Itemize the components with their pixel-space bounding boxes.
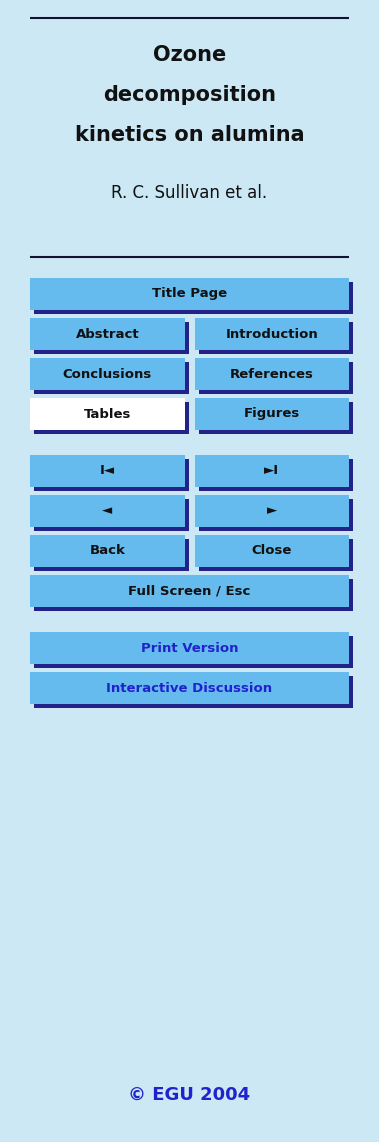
Polygon shape [34, 322, 188, 354]
Text: Tables: Tables [83, 408, 131, 420]
Text: decomposition: decomposition [103, 85, 276, 105]
Text: ◄: ◄ [102, 505, 113, 517]
Polygon shape [199, 322, 353, 354]
Text: Back: Back [89, 545, 125, 557]
Text: Abstract: Abstract [75, 328, 139, 340]
Polygon shape [34, 282, 353, 314]
Text: Ozone: Ozone [153, 45, 226, 65]
Polygon shape [30, 671, 349, 703]
Polygon shape [30, 317, 185, 349]
Polygon shape [30, 576, 349, 608]
Polygon shape [34, 539, 188, 571]
Text: Close: Close [252, 545, 292, 557]
Text: kinetics on alumina: kinetics on alumina [75, 124, 304, 145]
Polygon shape [194, 455, 349, 486]
Text: References: References [230, 368, 314, 380]
Text: I◄: I◄ [100, 465, 115, 477]
Text: Figures: Figures [244, 408, 300, 420]
Text: Introduction: Introduction [226, 328, 318, 340]
Text: Conclusions: Conclusions [63, 368, 152, 380]
Polygon shape [194, 357, 349, 391]
Polygon shape [199, 402, 353, 434]
Polygon shape [194, 534, 349, 566]
Text: Title Page: Title Page [152, 288, 227, 300]
Polygon shape [194, 317, 349, 349]
Polygon shape [199, 499, 353, 531]
Polygon shape [30, 357, 185, 391]
Text: R. C. Sullivan et al.: R. C. Sullivan et al. [111, 184, 268, 202]
Polygon shape [34, 676, 353, 708]
Polygon shape [199, 362, 353, 394]
Polygon shape [30, 399, 185, 431]
Polygon shape [30, 632, 349, 664]
Polygon shape [30, 534, 185, 566]
Polygon shape [34, 402, 188, 434]
Polygon shape [199, 459, 353, 491]
Text: ►: ► [266, 505, 277, 517]
Polygon shape [199, 539, 353, 571]
Polygon shape [34, 499, 188, 531]
Text: Print Version: Print Version [141, 642, 238, 654]
Polygon shape [34, 636, 353, 668]
Text: ►I: ►I [264, 465, 279, 477]
Text: © EGU 2004: © EGU 2004 [128, 1086, 251, 1104]
Polygon shape [30, 455, 185, 486]
Polygon shape [34, 579, 353, 611]
Polygon shape [194, 399, 349, 431]
Polygon shape [34, 362, 188, 394]
Polygon shape [30, 278, 349, 309]
Polygon shape [34, 459, 188, 491]
Text: Full Screen / Esc: Full Screen / Esc [128, 585, 251, 597]
Polygon shape [30, 494, 185, 526]
Polygon shape [194, 494, 349, 526]
Text: Interactive Discussion: Interactive Discussion [106, 682, 273, 694]
